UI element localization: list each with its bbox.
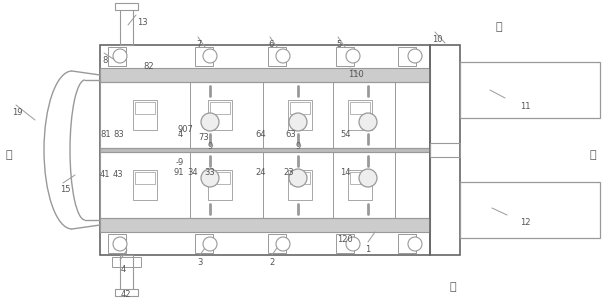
Circle shape — [113, 237, 127, 251]
Text: 83: 83 — [113, 130, 124, 139]
Bar — [100, 82, 430, 148]
Text: 82: 82 — [143, 62, 154, 71]
Bar — [268, 47, 286, 66]
Text: 5: 5 — [336, 40, 341, 49]
Text: 8: 8 — [102, 56, 108, 65]
Bar — [398, 47, 416, 66]
Circle shape — [346, 237, 360, 251]
Circle shape — [276, 237, 290, 251]
Bar — [430, 143, 460, 157]
Circle shape — [359, 113, 377, 131]
Bar — [348, 170, 372, 200]
Text: 2: 2 — [269, 258, 274, 267]
Text: 907: 907 — [178, 125, 194, 134]
Text: 11: 11 — [520, 102, 531, 111]
Circle shape — [203, 237, 217, 251]
Circle shape — [113, 49, 127, 63]
Text: 1: 1 — [365, 245, 370, 254]
Text: 110: 110 — [348, 70, 364, 79]
Bar — [210, 172, 230, 184]
Text: -9: -9 — [176, 158, 184, 167]
Text: 24: 24 — [255, 168, 266, 177]
Bar — [290, 172, 310, 184]
Text: 9: 9 — [295, 142, 300, 151]
Text: 54: 54 — [340, 130, 350, 139]
Text: 120: 120 — [337, 235, 353, 244]
Bar — [348, 100, 372, 130]
Bar — [398, 234, 416, 253]
Bar — [195, 234, 213, 253]
Circle shape — [289, 113, 307, 131]
Text: 23: 23 — [283, 168, 294, 177]
Circle shape — [201, 113, 219, 131]
Bar — [100, 152, 430, 218]
Text: 15: 15 — [60, 185, 71, 194]
Text: 6: 6 — [268, 40, 274, 49]
Bar — [288, 170, 312, 200]
Bar — [120, 255, 133, 294]
Text: 13: 13 — [137, 18, 148, 27]
Bar — [210, 102, 230, 114]
Bar — [208, 170, 232, 200]
Text: 42: 42 — [121, 290, 131, 299]
Bar — [460, 62, 600, 118]
Bar — [115, 3, 138, 10]
Bar — [100, 45, 430, 255]
Circle shape — [408, 49, 422, 63]
Bar — [133, 170, 157, 200]
Bar — [100, 148, 430, 152]
Text: 4: 4 — [178, 130, 183, 139]
Circle shape — [346, 49, 360, 63]
Bar — [108, 234, 126, 253]
Bar — [350, 102, 370, 114]
Circle shape — [289, 169, 307, 187]
Bar — [108, 47, 126, 66]
Text: 4: 4 — [121, 265, 126, 274]
Bar — [208, 100, 232, 130]
Text: 后: 后 — [495, 22, 502, 32]
Text: 64: 64 — [255, 130, 266, 139]
Bar — [195, 47, 213, 66]
Text: 34: 34 — [187, 168, 198, 177]
Text: 81: 81 — [100, 130, 111, 139]
Text: 19: 19 — [12, 108, 22, 117]
Bar — [336, 47, 354, 66]
Bar — [135, 102, 155, 114]
Text: 3: 3 — [197, 258, 202, 267]
Bar — [336, 234, 354, 253]
Text: 7: 7 — [196, 40, 201, 49]
Circle shape — [203, 49, 217, 63]
Text: 前: 前 — [450, 282, 457, 292]
Bar — [290, 102, 310, 114]
Bar — [112, 257, 141, 267]
Circle shape — [201, 169, 219, 187]
Text: 91: 91 — [174, 168, 184, 177]
Bar — [460, 182, 600, 238]
Bar — [100, 68, 430, 82]
Bar — [268, 234, 286, 253]
Bar — [100, 218, 430, 232]
Bar — [288, 100, 312, 130]
Text: 12: 12 — [520, 218, 531, 227]
Bar — [430, 45, 460, 255]
Text: 33: 33 — [204, 168, 215, 177]
Text: 73: 73 — [198, 133, 209, 142]
Bar — [120, 5, 133, 45]
Text: 41: 41 — [100, 170, 111, 179]
Bar — [350, 172, 370, 184]
Bar — [135, 172, 155, 184]
Text: 左: 左 — [5, 150, 12, 160]
Text: 10: 10 — [432, 35, 443, 44]
Text: 43: 43 — [113, 170, 123, 179]
Circle shape — [276, 49, 290, 63]
Text: 63: 63 — [285, 130, 295, 139]
Bar — [133, 100, 157, 130]
Circle shape — [359, 169, 377, 187]
Bar — [115, 289, 138, 296]
Text: 9: 9 — [207, 142, 212, 151]
Text: 右: 右 — [590, 150, 596, 160]
Circle shape — [408, 237, 422, 251]
Text: 14: 14 — [340, 168, 350, 177]
